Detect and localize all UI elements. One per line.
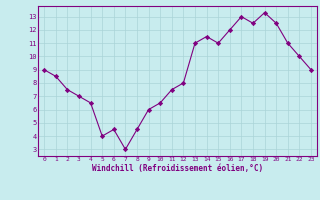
X-axis label: Windchill (Refroidissement éolien,°C): Windchill (Refroidissement éolien,°C) [92, 164, 263, 173]
